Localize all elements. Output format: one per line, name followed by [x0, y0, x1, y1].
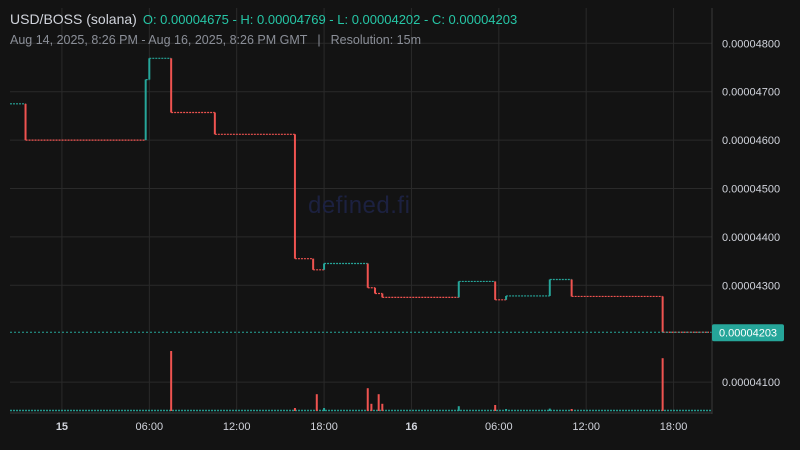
x-tick-label: 12:00: [572, 421, 600, 433]
last-price-badge: [712, 324, 784, 342]
volume-bar: [570, 409, 573, 411]
resolution-label: Resolution: 15m: [330, 33, 421, 47]
y-tick-label: 0.00004300: [722, 280, 780, 292]
x-tick-label: 18:00: [660, 421, 688, 433]
y-tick-label: 0.00004800: [722, 38, 780, 50]
pair-symbol: USD/BOSS (solana): [10, 11, 137, 27]
chart-subheader: Aug 14, 2025, 8:26 PM - Aug 16, 2025, 8:…: [10, 33, 421, 47]
volume-bar: [323, 408, 326, 411]
x-tick-label: 15: [56, 421, 68, 433]
separator: |: [317, 33, 321, 47]
volume-bar: [381, 403, 384, 411]
chart-axes: 0.00004800 0.00004700 0.00004600 0.00004500…: [10, 8, 784, 433]
chart-grid: [10, 8, 712, 412]
last-price-label: 0.00004203: [719, 328, 777, 340]
volume-bars: [10, 351, 712, 412]
volume-bar: [370, 403, 373, 411]
ohlc-values: O: 0.00004675 - H: 0.00004769 - L: 0.000…: [142, 12, 518, 27]
x-tick-label: 18:00: [310, 421, 338, 433]
x-tick-label: 16: [405, 421, 417, 433]
volume-bar: [494, 405, 497, 411]
y-tick-label: 0.00004600: [722, 135, 780, 147]
watermark: defined.fi: [308, 192, 411, 219]
y-tick-label: 0.00004500: [722, 184, 780, 196]
x-tick-label: 06:00: [485, 421, 513, 433]
y-tick-label: 0.00004400: [722, 232, 780, 244]
price-steps: [10, 57, 712, 333]
volume-bar: [457, 406, 460, 411]
volume-bar: [170, 351, 173, 411]
x-tick-label: 06:00: [136, 421, 164, 433]
volume-bar: [548, 408, 551, 411]
volume-bar: [315, 394, 318, 411]
y-tick-label: 0.00004700: [722, 87, 780, 99]
volume-bar: [377, 394, 380, 411]
volume-bar: [293, 408, 296, 411]
volume-bar: [366, 388, 369, 411]
volume-bar: [661, 358, 664, 411]
chart-header: USD/BOSS (solana) O: 0.00004675 - H: 0.00…: [10, 11, 517, 27]
y-tick-label: 0.00004100: [722, 377, 780, 389]
x-tick-label: 12:00: [223, 421, 251, 433]
volume-bar: [505, 409, 508, 411]
date-range: Aug 14, 2025, 8:26 PM - Aug 16, 2025, 8:…: [10, 33, 308, 47]
